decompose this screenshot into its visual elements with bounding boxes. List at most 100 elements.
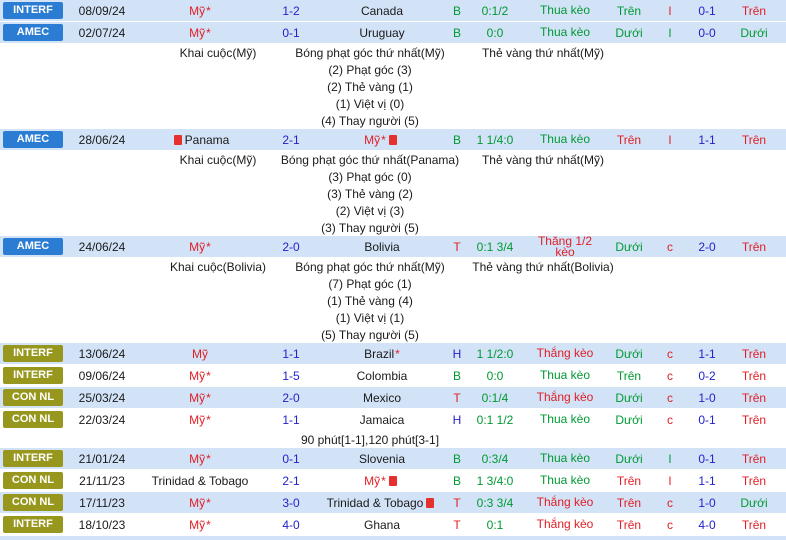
team-name[interactable]: Mỹ <box>189 451 206 466</box>
team-name[interactable]: Mỹ <box>189 517 206 532</box>
match-row[interactable]: INTERF 21/01/24 Mỹ* 0-1 Slovenia B 0:3/4 Thua k… <box>0 448 786 470</box>
league-badge[interactable]: INTERF <box>3 516 63 533</box>
match-detail-header: Khai cuộc(Bolivia) Bóng phạt góc thứ nhất… <box>0 258 786 275</box>
detail-header-item: Thẻ vàng thứ nhất(Bolivia) <box>472 259 614 274</box>
league-badge[interactable]: AMEC <box>3 238 63 255</box>
match-row[interactable]: CON NL 22/03/24 Mỹ* 1-1 Jamaica H 0:1 1/2 Thua … <box>0 409 786 431</box>
over-under-result: Dưới <box>615 239 643 254</box>
team-name[interactable]: Mỹ <box>189 390 206 405</box>
team-name[interactable]: Mỹ <box>364 473 381 488</box>
team-name[interactable]: Mỹ <box>189 368 206 383</box>
away-team[interactable]: Slovenia <box>320 452 444 466</box>
halftime-score: 1-0 <box>698 390 716 405</box>
team-name[interactable]: Ghana <box>363 517 401 532</box>
home-team[interactable]: Mỹ <box>138 347 262 361</box>
result-letter: B <box>452 473 461 488</box>
over-under-result: Dưới <box>615 390 643 405</box>
home-team[interactable]: Mỹ* <box>138 369 262 383</box>
handicap-result: Thua kèo <box>539 368 591 382</box>
away-team[interactable]: Ghana <box>320 518 444 532</box>
home-team[interactable]: Mỹ* <box>138 391 262 405</box>
match-row[interactable]: AMEC 28/06/24 Panama 2-1 Mỹ* B 1 1/4:0 Thua kèo… <box>0 129 786 151</box>
away-team[interactable]: Jamaica <box>320 413 444 427</box>
home-team[interactable]: Trinidad & Tobago <box>138 474 262 488</box>
fulltime-score: 2-0 <box>282 239 300 254</box>
team-name[interactable]: Brazil <box>364 346 395 361</box>
away-team[interactable]: Uruguay <box>320 26 444 40</box>
league-badge[interactable]: AMEC <box>3 24 63 41</box>
team-name[interactable]: Mỹ <box>189 239 206 254</box>
result-letter: T <box>453 390 461 405</box>
result-letter: B <box>452 3 461 18</box>
away-team[interactable]: Bolivia <box>320 240 444 254</box>
league-badge[interactable]: AMEC <box>3 131 63 148</box>
detail-header-item: Khai cuộc(Mỹ) <box>179 45 257 60</box>
home-team[interactable]: Panama <box>138 133 262 147</box>
league-badge[interactable]: INTERF <box>3 2 63 19</box>
halftime-score: 1-0 <box>698 495 716 510</box>
team-name[interactable]: Trinidad & Tobago <box>326 495 424 510</box>
over-under-result: Trên <box>616 495 642 510</box>
ht-indicator: l <box>668 451 672 466</box>
team-name[interactable]: Mỹ <box>189 412 206 427</box>
team-name[interactable]: Uruguay <box>359 25 405 40</box>
detail-stat-line: (2) Phạt góc (3) <box>0 61 786 78</box>
focus-star: * <box>395 346 400 361</box>
away-team[interactable]: Brazil* <box>320 347 444 361</box>
home-team[interactable]: Mỹ* <box>138 240 262 254</box>
team-name[interactable]: Trinidad & Tobago <box>151 473 249 488</box>
team-name[interactable]: Mỹ <box>192 346 208 361</box>
home-team[interactable]: Mỹ* <box>138 4 262 18</box>
home-team[interactable]: Mỹ* <box>138 26 262 40</box>
detail-stat-line: (3) Thẻ vàng (2) <box>0 185 786 202</box>
halftime-score: 4-0 <box>698 517 716 532</box>
match-row[interactable]: INTERF 18/10/23 Mỹ* 4-0 Ghana T 0:1 Thắng kèo Tr… <box>0 514 786 536</box>
match-row[interactable]: AMEC 02/07/24 Mỹ* 0-1 Uruguay B 0:0 Thua kèo Dướ… <box>0 22 786 44</box>
match-row[interactable]: INTERF 13/06/24 Mỹ 1-1 Brazil* H 1 1/2:0 Thắng … <box>0 343 786 365</box>
team-name[interactable]: Mỹ <box>189 3 206 18</box>
team-name[interactable]: Panama <box>184 132 230 147</box>
league-badge[interactable]: CON NL <box>3 411 63 428</box>
home-team[interactable]: Mỹ* <box>138 496 262 510</box>
team-name[interactable]: Mỹ <box>189 25 206 40</box>
match-date: 21/11/23 <box>79 473 125 488</box>
halftime-score: 0-1 <box>698 412 716 427</box>
team-name[interactable]: Canada <box>360 3 404 18</box>
team-name[interactable]: Mỹ <box>364 132 381 147</box>
ht-indicator: c <box>667 412 673 427</box>
league-badge[interactable]: CON NL <box>3 389 63 406</box>
league-badge[interactable]: CON NL <box>3 494 63 511</box>
team-name[interactable]: Slovenia <box>358 451 406 466</box>
match-row[interactable]: CON NL 25/03/24 Mỹ* 2-0 Mexico T 0:1/4 Thắng kè… <box>0 387 786 409</box>
match-row[interactable]: CON NL 21/11/23 Trinidad & Tobago 2-1 Mỹ* B 1 … <box>0 470 786 492</box>
focus-star: * <box>206 412 211 427</box>
match-row[interactable]: INTERF 08/09/24 Mỹ* 1-2 Canada B 0:1/2 Thua kèo… <box>0 0 786 22</box>
team-name[interactable]: Jamaica <box>359 412 405 427</box>
team-name[interactable]: Mexico <box>362 390 401 405</box>
detail-header-item: Thẻ vàng thứ nhất(Mỹ) <box>481 45 605 60</box>
team-name[interactable]: Mỹ <box>189 495 206 510</box>
home-team[interactable]: Mỹ* <box>138 413 262 427</box>
away-team[interactable]: Mỹ* <box>320 474 444 488</box>
league-badge[interactable]: CON NL <box>3 472 63 489</box>
handicap-odds: 1 1/4:0 <box>476 132 514 147</box>
away-team[interactable]: Mexico <box>320 391 444 405</box>
league-badge[interactable]: INTERF <box>3 450 63 467</box>
match-row[interactable]: INTERF 09/06/24 Mỹ* 1-5 Colombia B 0:0 Thua kèo… <box>0 365 786 387</box>
home-team[interactable]: Mỹ* <box>138 518 262 532</box>
away-team[interactable]: Mỹ* <box>320 133 444 147</box>
away-team[interactable]: Trinidad & Tobago <box>320 496 444 510</box>
league-badge[interactable]: INTERF <box>3 367 63 384</box>
match-row[interactable]: AMEC 24/06/24 Mỹ* 2-0 Bolivia T 0:1 3/4 Thắng 1… <box>0 235 786 258</box>
focus-star: * <box>206 517 211 532</box>
match-row[interactable]: CON NL 17/11/23 Mỹ* 3-0 Trinidad & Tobago T 0:… <box>0 492 786 514</box>
team-name[interactable]: Bolivia <box>364 239 400 254</box>
team-name[interactable]: Colombia <box>356 368 408 383</box>
away-team[interactable]: Colombia <box>320 369 444 383</box>
away-team[interactable]: Canada <box>320 4 444 18</box>
over-under-result: Trên <box>616 473 642 488</box>
home-team[interactable]: Mỹ* <box>138 452 262 466</box>
fulltime-score: 0-1 <box>282 25 300 40</box>
league-badge[interactable]: INTERF <box>3 345 63 362</box>
over-under-result: Trên <box>616 3 642 18</box>
